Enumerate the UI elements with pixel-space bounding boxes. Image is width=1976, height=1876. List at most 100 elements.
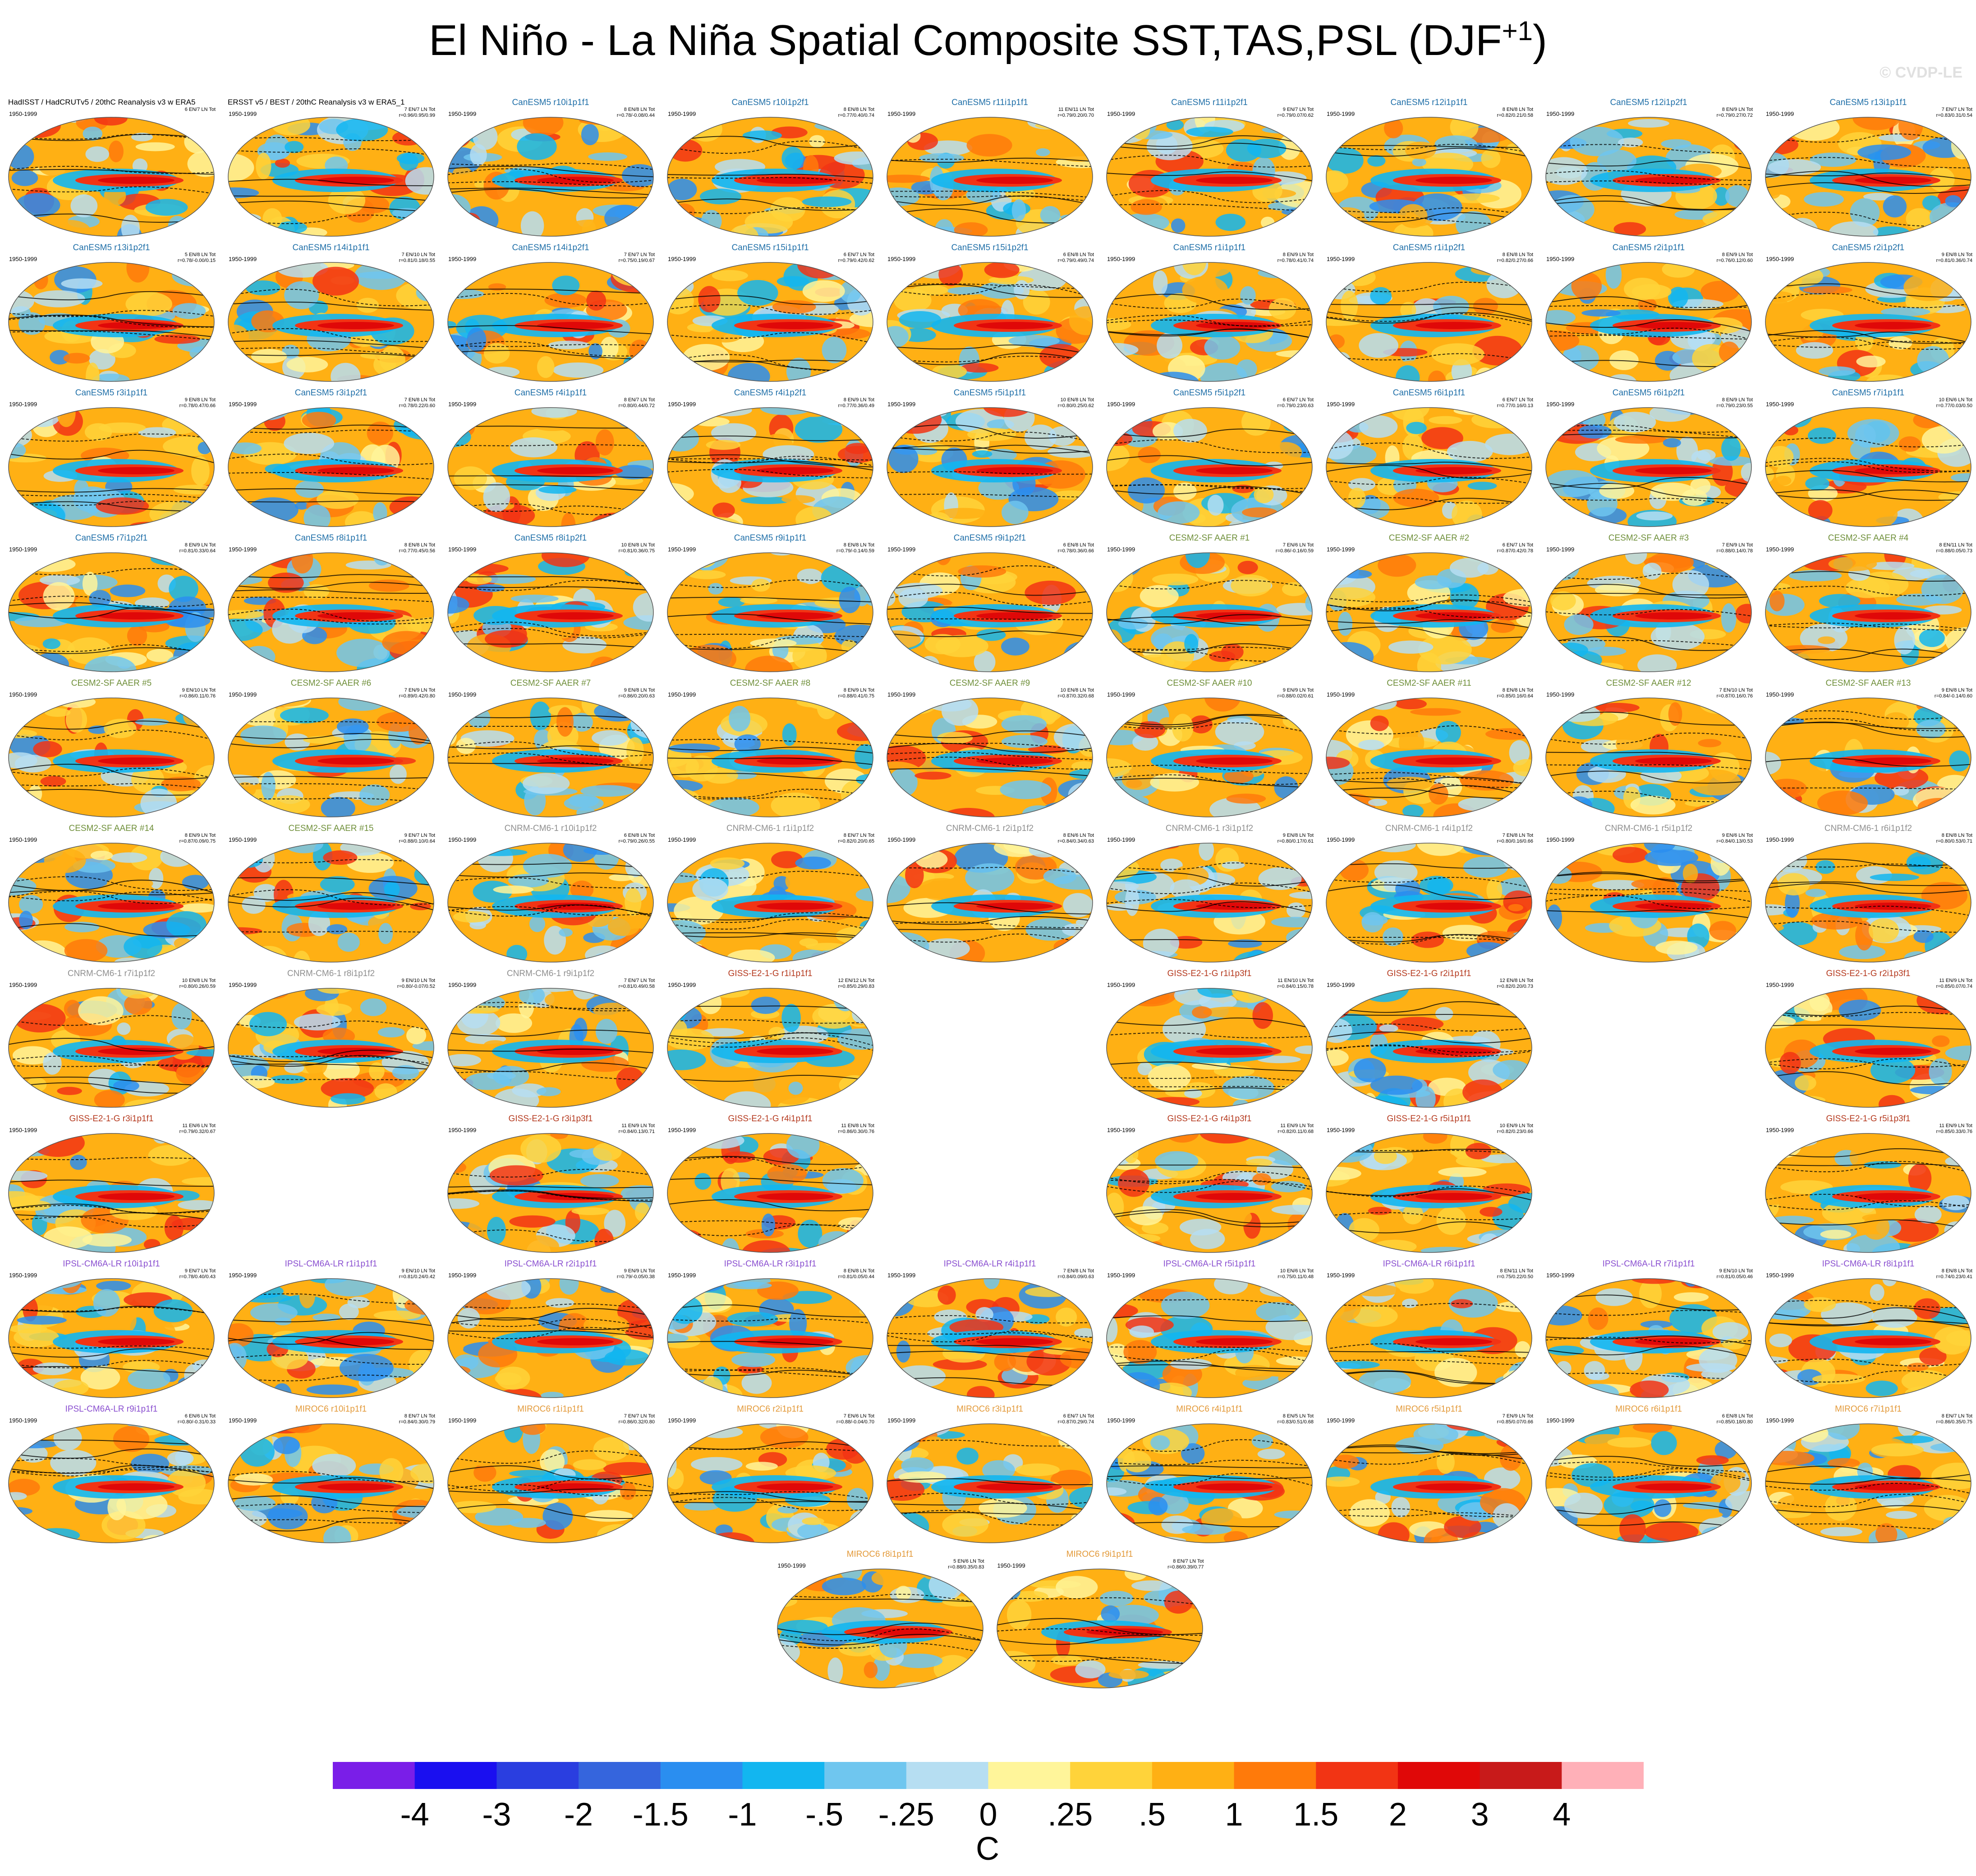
panel-title: MIROC6 r7i1p1f1 <box>1835 1404 1902 1414</box>
panel-title: CNRM-CM6-1 r10i1p1f2 <box>504 824 597 833</box>
panel-period: 1950-1999 <box>448 836 477 843</box>
panel-stats: 9 EN/8 LN Tot r=0.86/0.20/0.63 <box>618 688 655 699</box>
panel-title: CanESM5 r8i1p2f1 <box>514 533 587 543</box>
panel-title: CanESM5 r5i1p1f1 <box>953 388 1026 398</box>
panel-period: 1950-1999 <box>887 256 916 262</box>
panel-stats: 5 EN/6 LN Tot r=0.88/0.35/0.83 <box>948 1559 984 1570</box>
panel-period: 1950-1999 <box>448 1417 477 1424</box>
map-panel: CESM2-SF AAER #3 1950-1999 7 EN/9 LN Tot r… <box>1542 532 1755 676</box>
map-panel: GISS-E2-1-G r2i1p1f1 1950-1999 12 EN/8 LN … <box>1322 968 1536 1111</box>
panel-title: CanESM5 r1i1p2f1 <box>1392 243 1466 252</box>
panel-title: CanESM5 r11i1p2f1 <box>1171 98 1248 107</box>
map-panel: CanESM5 r14i1p1f1 1950-1999 7 EN/10 LN Tot… <box>224 242 438 385</box>
panel-stats: 6 EN/7 LN Tot r=0.87/0.42/0.78 <box>1497 542 1533 554</box>
map-panel: CanESM5 r13i1p2f1 1950-1999 5 EN/8 LN Tot … <box>5 242 218 385</box>
panel-title: CESM2-SF AAER #4 <box>1828 533 1909 543</box>
anomaly-map <box>8 262 215 382</box>
panel-title: CanESM5 r11i1p1f1 <box>951 98 1028 107</box>
panel-stats: 11 EN/10 LN Tot r=0.84/0.15/0.78 <box>1277 978 1314 989</box>
panel-title: GISS-E2-1-G r2i1p1f1 <box>1387 969 1471 978</box>
panel-period: 1950-1999 <box>668 982 696 988</box>
map-panel: GISS-E2-1-G r3i1p1f1 1950-1999 11 EN/6 LN … <box>5 1113 218 1257</box>
panel-period: 1950-1999 <box>1327 1272 1355 1279</box>
panel-title: CNRM-CM6-1 r6i1p1f2 <box>1824 824 1912 833</box>
anomaly-map <box>1106 407 1313 527</box>
panel-title: CESM2-SF AAER #10 <box>1167 679 1252 688</box>
anomaly-map <box>447 407 654 527</box>
panel-period: 1950-1999 <box>668 1417 696 1424</box>
anomaly-map <box>228 843 434 963</box>
map-panel: CanESM5 r2i1p2f1 1950-1999 9 EN/8 LN Tot r… <box>1761 242 1975 385</box>
colorbar-tick-label: -3 <box>482 1797 511 1833</box>
anomaly-map <box>1765 1278 1971 1398</box>
panel-period: 1950-1999 <box>1766 982 1794 988</box>
panel-stats: 8 EN/8 LN Tot r=0.80/0.53/0.71 <box>1936 833 1972 844</box>
panel-stats: 7 EN/7 LN Tot r=0.81/0.49/0.58 <box>618 978 655 989</box>
panel-title: CanESM5 r12i1p2f1 <box>1610 98 1687 107</box>
panel-title: GISS-E2-1-G r3i1p1f1 <box>69 1114 154 1124</box>
panel-stats: 9 EN/7 LN Tot r=0.88/0.10/0.64 <box>399 833 435 844</box>
panel-period: 1950-1999 <box>887 691 916 698</box>
panel-period: 1950-1999 <box>448 1127 477 1133</box>
anomaly-map <box>887 843 1093 963</box>
panel-stats: 8 EN/9 LN Tot r=0.87/0.09/0.75 <box>179 833 216 844</box>
panel-title: HadISST / HadCRUTv5 / 20thC Reanalysis v… <box>8 98 196 106</box>
colorbar-swatch <box>906 1762 988 1789</box>
colorbar-units: C <box>976 1831 999 1867</box>
panel-period: 1950-1999 <box>887 1272 916 1279</box>
panel-title: CNRM-CM6-1 r4i1p1f2 <box>1385 824 1473 833</box>
panel-title: MIROC6 r1i1p1f1 <box>517 1404 584 1414</box>
map-panel: IPSL-CM6A-LR r8i1p1f1 1950-1999 8 EN/8 LN … <box>1761 1258 1975 1402</box>
anomaly-map <box>1326 407 1532 527</box>
map-panel: CanESM5 r15i1p1f1 1950-1999 6 EN/7 LN Tot … <box>663 242 877 385</box>
anomaly-map <box>228 1423 434 1543</box>
panel-stats: 9 EN/8 LN Tot r=0.84/-0.14/0.60 <box>1934 688 1972 699</box>
panel-stats: 8 EN/9 LN Tot r=0.78/0.41/0.74 <box>1277 252 1314 263</box>
anomaly-map <box>887 407 1093 527</box>
panel-stats: 9 EN/8 LN Tot r=0.78/0.47/0.66 <box>179 397 216 408</box>
anomaly-map <box>667 552 873 672</box>
anomaly-map <box>1326 1423 1532 1543</box>
panel-stats: 8 EN/7 LN Tot r=0.82/0.20/0.65 <box>838 833 874 844</box>
map-panel: CanESM5 r9i1p1f1 1950-1999 8 EN/8 LN Tot r… <box>663 532 877 676</box>
anomaly-map <box>1106 843 1313 963</box>
panel-period: 1950-1999 <box>668 1272 696 1279</box>
panel-title: CESM2-SF AAER #8 <box>730 679 811 688</box>
colorbar-tick-label: 1.5 <box>1293 1797 1339 1833</box>
panel-period: 1950-1999 <box>1327 256 1355 262</box>
map-panel: GISS-E2-1-G r5i1p3f1 1950-1999 11 EN/9 LN … <box>1761 1113 1975 1257</box>
panel-period: 1950-1999 <box>229 836 257 843</box>
panel-stats: 9 EN/9 LN Tot r=0.88/0.02/0.61 <box>1277 688 1314 699</box>
panel-stats: 5 EN/8 LN Tot r=0.78/-0.00/0.15 <box>177 252 216 263</box>
panel-title: CanESM5 r4i1p1f1 <box>514 388 587 398</box>
map-panel: CanESM5 r5i1p2f1 1950-1999 6 EN/7 LN Tot r… <box>1103 387 1316 531</box>
map-panel: MIROC6 r5i1p1f1 1950-1999 7 EN/9 LN Tot r=… <box>1322 1404 1536 1547</box>
panel-stats: 6 EN/8 LN Tot r=0.85/0.18/0.80 <box>1716 1413 1753 1425</box>
anomaly-map <box>1545 117 1752 237</box>
panel-title: GISS-E2-1-G r1i1p3f1 <box>1167 969 1252 978</box>
panel-period: 1950-1999 <box>1107 691 1135 698</box>
panel-title: CanESM5 r10i1p1f1 <box>512 98 589 107</box>
panel-period: 1950-1999 <box>1107 982 1135 988</box>
map-panel: CanESM5 r6i1p1f1 1950-1999 6 EN/7 LN Tot r… <box>1322 387 1536 531</box>
map-panel: IPSL-CM6A-LR r4i1p1f1 1950-1999 7 EN/8 LN … <box>883 1258 1097 1402</box>
anomaly-map <box>1545 843 1752 963</box>
anomaly-map <box>1106 988 1313 1108</box>
panel-title: CNRM-CM6-1 r1i1p1f2 <box>726 824 814 833</box>
anomaly-map <box>1326 697 1532 817</box>
panel-period: 1950-1999 <box>887 546 916 553</box>
panel-period: 1950-1999 <box>668 546 696 553</box>
panel-stats: 11 EN/6 LN Tot r=0.79/0.32/0.67 <box>179 1123 216 1134</box>
panel-stats: 7 EN/9 LN Tot r=0.88/0.14/0.78 <box>1716 542 1753 554</box>
anomaly-map <box>887 1278 1093 1398</box>
panel-period: 1950-1999 <box>1107 256 1135 262</box>
panel-title: CESM2-SF AAER #11 <box>1387 679 1471 688</box>
panel-stats: 8 EN/8 LN Tot r=0.82/0.21/0.58 <box>1497 107 1533 118</box>
anomaly-map <box>667 1278 873 1398</box>
anomaly-map <box>1545 1423 1752 1543</box>
panel-stats: 10 EN/8 LN Tot r=0.80/0.26/0.59 <box>179 978 216 989</box>
panel-title: CESM2-SF AAER #5 <box>71 679 152 688</box>
panel-period: 1950-1999 <box>1546 256 1575 262</box>
panel-period: 1950-1999 <box>668 401 696 408</box>
anomaly-map <box>1765 988 1971 1108</box>
